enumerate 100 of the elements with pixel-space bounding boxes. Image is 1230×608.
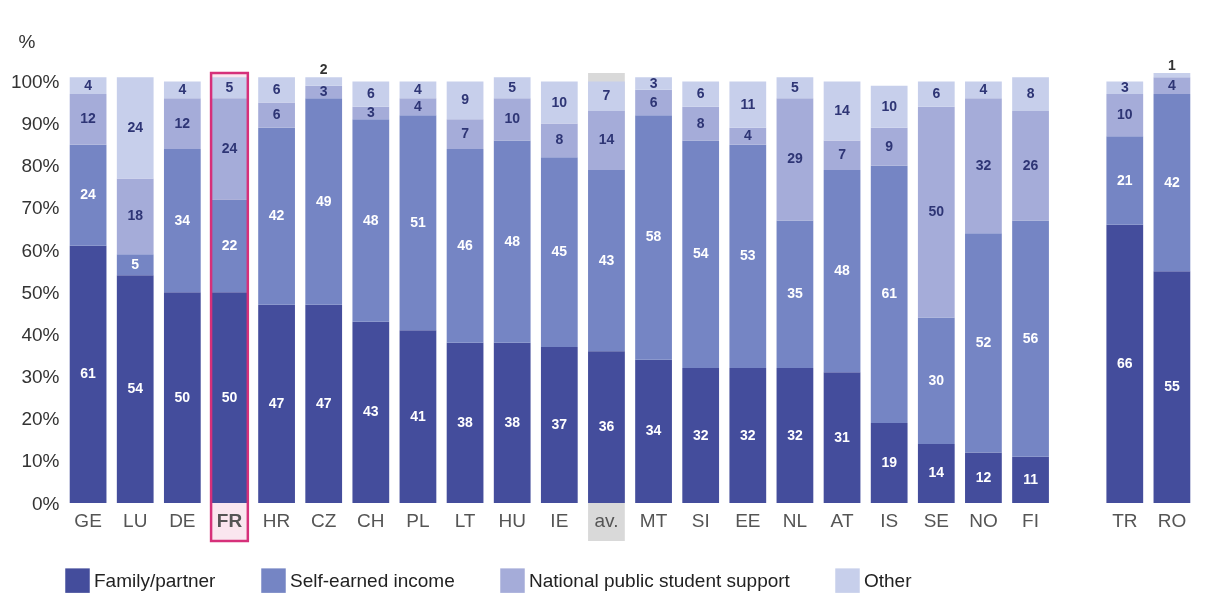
y-tick-label: 90%	[21, 113, 60, 135]
bar	[305, 304, 343, 503]
data-label: 14	[598, 131, 615, 148]
data-label: 61	[80, 365, 97, 382]
bar	[446, 148, 484, 343]
data-label: 54	[127, 380, 144, 397]
data-label: 32	[975, 156, 992, 173]
data-label: 51	[410, 213, 426, 230]
data-label: 30	[928, 371, 945, 388]
bar	[823, 169, 861, 373]
data-label: 9	[461, 91, 470, 108]
bar	[635, 77, 672, 90]
bar	[116, 254, 154, 276]
data-label: 3	[1120, 78, 1129, 95]
bar	[163, 292, 201, 503]
data-label: 32	[787, 426, 803, 443]
bar	[729, 81, 767, 128]
x-tick-label: LU	[123, 509, 148, 531]
data-label: 35	[787, 285, 803, 302]
data-label: 6	[272, 80, 281, 97]
data-label: 24	[127, 118, 144, 135]
bar	[1012, 77, 1049, 111]
bar	[69, 77, 107, 95]
bar	[540, 81, 578, 124]
bar	[1012, 220, 1049, 457]
bar	[399, 81, 437, 99]
y-tick-label: 100%	[10, 70, 60, 92]
bar	[493, 77, 531, 99]
data-label: 4	[1168, 76, 1177, 93]
data-label: 14	[834, 101, 851, 118]
data-label: 47	[315, 394, 332, 411]
data-label: 7	[838, 146, 847, 163]
bar	[540, 347, 578, 503]
bar	[69, 245, 107, 503]
data-label: 5	[791, 78, 800, 95]
x-tick-label: AT	[830, 509, 854, 531]
bar	[399, 98, 437, 116]
data-label: 8	[555, 131, 564, 148]
data-label: 32	[692, 426, 709, 443]
bar	[823, 372, 861, 503]
data-label: 24	[80, 186, 97, 203]
data-label: 5	[225, 78, 234, 95]
x-tick-label: LT	[454, 509, 476, 531]
x-tick-label: RO	[1157, 509, 1187, 531]
bar	[1106, 94, 1144, 137]
bar	[588, 81, 625, 111]
bar	[116, 77, 154, 179]
data-label: 6	[932, 85, 941, 102]
bar	[776, 368, 814, 503]
bar	[163, 98, 201, 149]
data-label: 6	[366, 85, 375, 102]
x-tick-label: EE	[735, 509, 761, 531]
data-label: 6	[272, 106, 281, 123]
data-label: 50	[928, 203, 945, 220]
x-tick-label: FR	[216, 509, 243, 531]
bar	[823, 81, 861, 141]
y-tick-label: 60%	[21, 239, 60, 261]
x-tick-label: NL	[782, 509, 808, 531]
bar	[163, 81, 201, 99]
bar	[729, 127, 767, 145]
y-axis-title: %	[18, 30, 36, 52]
data-label: 18	[127, 207, 144, 224]
data-label: 34	[174, 211, 191, 228]
data-label: 8	[696, 114, 705, 131]
data-label: 41	[410, 407, 426, 424]
legend-label: Other	[864, 569, 913, 591]
y-tick-label: 80%	[21, 155, 60, 177]
bar	[352, 321, 390, 503]
data-label: 5	[131, 255, 140, 272]
data-label: 50	[221, 388, 238, 405]
data-label: 49	[315, 192, 332, 209]
x-tick-label: TR	[1112, 509, 1138, 531]
bar	[870, 85, 908, 128]
data-label: 38	[457, 413, 474, 430]
data-label: 10	[551, 93, 568, 110]
data-label: 34	[645, 422, 662, 439]
bar	[211, 98, 248, 200]
y-tick-label: 0%	[32, 492, 60, 514]
x-tick-label: CH	[357, 509, 385, 531]
x-tick-label: SE	[923, 509, 949, 531]
bar	[682, 140, 720, 369]
bar	[682, 368, 720, 503]
data-label: 21	[1117, 171, 1133, 188]
data-label: 48	[363, 211, 379, 228]
bar	[352, 119, 390, 322]
x-tick-label: HR	[262, 509, 291, 531]
data-label: 58	[645, 228, 662, 245]
data-label: 4	[979, 80, 988, 97]
data-label: 1	[1168, 57, 1177, 74]
bar	[965, 452, 1002, 503]
bar	[163, 148, 201, 293]
data-label: 10	[504, 110, 521, 127]
data-label: 7	[602, 87, 611, 104]
data-label: 22	[221, 236, 238, 253]
x-tick-label: PL	[406, 509, 430, 531]
data-label: 24	[221, 139, 238, 156]
data-label: 12	[174, 114, 191, 131]
data-label: 26	[1022, 156, 1039, 173]
x-tick-label: NO	[969, 509, 998, 531]
bar	[588, 351, 625, 503]
